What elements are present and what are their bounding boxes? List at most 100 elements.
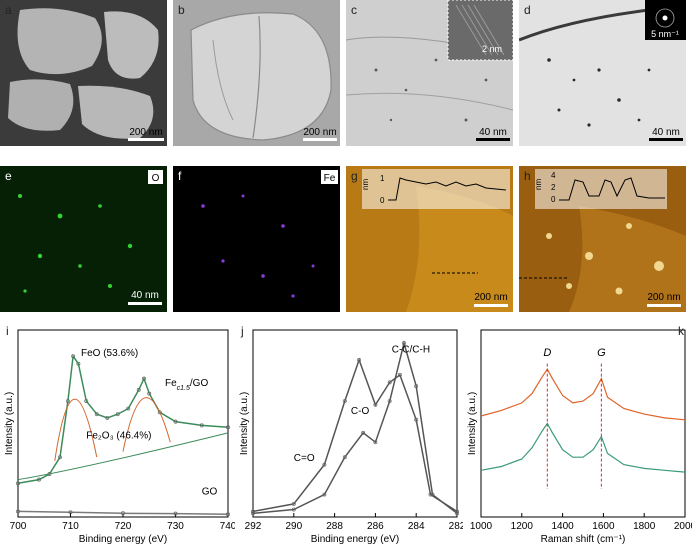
data-point [16, 509, 20, 514]
data-point [71, 354, 76, 359]
panel-a-tem: 200 nm a [0, 0, 167, 146]
data-point [342, 399, 347, 404]
height-profile-line-h [559, 177, 665, 201]
data-point [322, 492, 327, 497]
element-label-fe: Fe [324, 173, 336, 184]
data-point [373, 440, 378, 445]
profile-tick-h-0: 0 [551, 195, 556, 204]
series-line-go [480, 422, 686, 473]
particles-c [374, 58, 488, 122]
data-point [199, 423, 204, 428]
panel-label-k: k [678, 324, 684, 338]
x-tick-label: 288 [326, 521, 343, 532]
x-tick-label: 290 [285, 521, 302, 532]
element-label-o: O [152, 173, 160, 184]
scale-label-d: 40 nm [652, 127, 680, 138]
x-tick-label: 1400 [551, 521, 574, 532]
tem-image-d: 5 nm⁻¹ 40 nm [519, 0, 686, 146]
x-axis-label: Binding energy (eV) [79, 534, 167, 545]
data-point [147, 391, 152, 396]
data-point [387, 380, 392, 385]
data-point [414, 417, 419, 422]
scale-bar-a [128, 138, 164, 141]
x-axis-label: Binding energy (eV) [311, 534, 399, 545]
x-tick-label: 1000 [470, 521, 493, 532]
x-tick-label: 720 [115, 521, 132, 532]
panel-label-h: h [524, 169, 531, 183]
data-point [136, 387, 141, 392]
series-line-fe-go [17, 354, 229, 485]
tem-image-a: 200 nm [0, 0, 167, 146]
data-point [455, 509, 459, 514]
x-tick-label: 282 [449, 521, 463, 532]
series-line-fe-go [252, 340, 458, 515]
series-line-go [252, 357, 458, 513]
profile-unit-h: nm [534, 179, 543, 190]
x-tick-label: 286 [367, 521, 384, 532]
profile-tick-g-0: 0 [380, 196, 385, 205]
data-point [16, 481, 20, 486]
x-tick-label: 700 [10, 521, 27, 532]
panel-label-e: e [5, 169, 12, 183]
scale-bar-e [128, 302, 162, 305]
annotation-co-fe: C-O [351, 406, 370, 417]
tem-image-c: 2 nm 40 nm [346, 0, 513, 146]
label-go-i: GO [202, 487, 218, 498]
data-point [291, 507, 296, 512]
x-tick-label: 292 [245, 521, 262, 532]
data-point [126, 406, 131, 411]
data-point [357, 357, 362, 362]
series-line-go [17, 510, 229, 515]
data-point [58, 455, 62, 460]
data-point [94, 412, 99, 417]
panel-b-tem: 200 nm b [173, 0, 340, 146]
data-point [291, 501, 296, 506]
data-point [157, 410, 162, 415]
height-profile-inset-g [362, 169, 510, 209]
scale-label-a: 200 nm [129, 127, 162, 138]
x-axis-label: Raman shift (cm⁻¹) [541, 534, 626, 545]
data-point [76, 361, 81, 366]
panel-label-i: i [6, 324, 9, 338]
x-tick-label: 1800 [633, 521, 656, 532]
x-tick-label: 1200 [511, 521, 534, 532]
plot-frame [252, 329, 458, 518]
label-part: /GO [190, 378, 209, 389]
data-point [373, 402, 378, 407]
height-profile-line-g [388, 177, 507, 201]
hrtem-inset [447, 0, 513, 61]
data-point [173, 511, 178, 516]
data-point [387, 399, 392, 404]
annotation-fe2o3: Fe₂O₃ (46.4%) [86, 430, 151, 441]
panel-f-eds-fe: Fe f [173, 166, 340, 312]
data-point [65, 399, 70, 404]
fe-signal-dots [201, 194, 315, 298]
panel-label-d: d [524, 3, 531, 17]
eds-map-fe: Fe [173, 166, 340, 312]
profile-tick-h-4: 4 [551, 171, 556, 180]
plot-frame [480, 329, 686, 518]
data-point [251, 509, 255, 514]
panel-c-hrtem: 2 nm 40 nm c [346, 0, 513, 146]
y-axis-label: Intensity (a.u.) [239, 392, 250, 455]
scale-bar-c [476, 138, 510, 141]
data-point [397, 372, 402, 377]
data-point [68, 510, 73, 515]
tem-image-b: 200 nm [173, 0, 340, 146]
data-point [226, 512, 230, 517]
panel-label-g: g [351, 169, 358, 183]
scale-bar-h [647, 304, 681, 307]
scale-label-b: 200 nm [303, 127, 336, 138]
label-fe-go-i: Fec1.5/GO [165, 378, 208, 392]
afm-image-h: nm 4 2 0 200 nm [519, 166, 686, 312]
data-point [455, 511, 459, 516]
eds-map-o: O 40 nm [0, 166, 167, 312]
profile-tick-g-1: 1 [380, 174, 385, 183]
scale-bar-b [303, 138, 337, 141]
label-part: Fe [165, 378, 177, 389]
scale-label-h: 200 nm [647, 292, 680, 303]
annotation-cc-fe: C-C/C-H [392, 344, 430, 355]
scale-label-g: 200 nm [474, 292, 507, 303]
inset-scale-label-c: 2 nm [482, 44, 502, 54]
xps-fe2p-chart: 700 710 720 730 740 Binding energy (eV) Intens… [4, 329, 235, 545]
